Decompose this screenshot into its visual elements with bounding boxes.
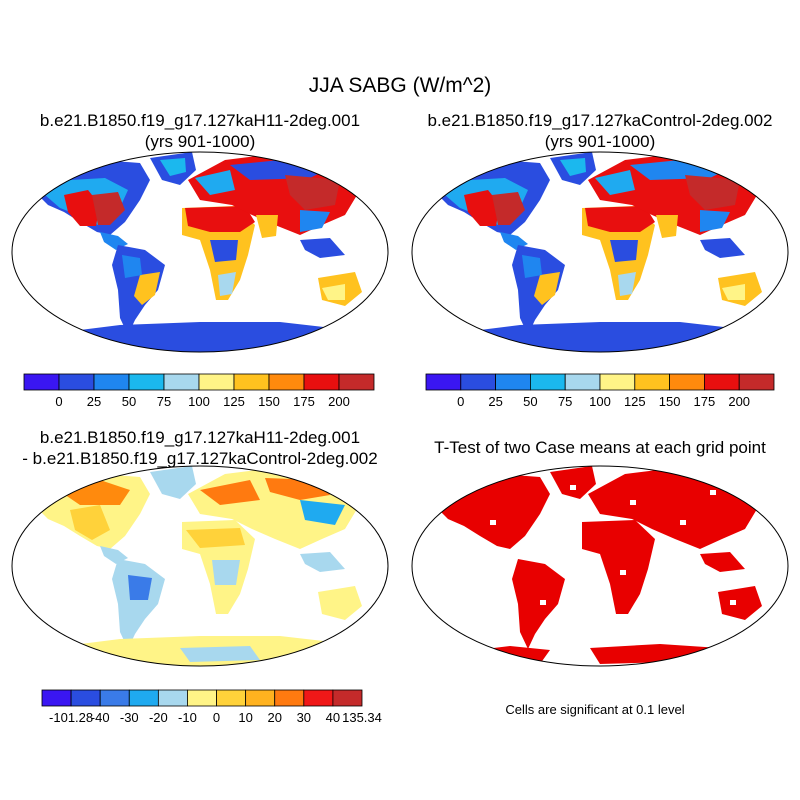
colorbar-tick-label: 150 (258, 394, 280, 409)
colorbar-tick-label: 75 (157, 394, 171, 409)
colorbar-tick-label: 100 (589, 394, 611, 409)
colorbar-swatch (187, 689, 217, 707)
panel-difference-title-line1: b.e21.B1850.f19_g17.127kaH11-2deg.001 (39, 428, 361, 447)
colorbar-tick-label: 25 (87, 394, 101, 409)
panel-control-title-line1: b.e21.B1850.f19_g17.127kaControl-2deg.00… (427, 111, 773, 130)
colorbar-swatch (163, 373, 200, 391)
colorbar-tick-label: 125 (223, 394, 245, 409)
colorbar-swatch (23, 373, 60, 391)
colorbar-tick-label: -101.28 (49, 710, 93, 725)
colorbar-swatch (128, 689, 159, 707)
colorbar-swatch (564, 373, 601, 391)
colorbar-swatch (738, 373, 775, 391)
panel-case-title-line1: b.e21.B1850.f19_g17.127kaH11-2deg.001 (39, 111, 361, 130)
panel-difference-title-line2: - b.e21.B1850.f19_g17.127kaControl-2deg.… (22, 449, 378, 468)
colorbar-swatch (332, 689, 363, 707)
significance-note: Cells are significant at 0.1 level (505, 702, 685, 717)
colorbar-control: 0 25 50 75 100 125 150 175 200 (425, 373, 775, 409)
colorbar-tick-label: -20 (149, 710, 168, 725)
colorbar-tick-label: -30 (120, 710, 139, 725)
colorbar-tick-label: 40 (326, 710, 340, 725)
colorbar-tick-label: 25 (488, 394, 502, 409)
colorbar-swatch (70, 689, 101, 707)
colorbar-tick-label: 175 (293, 394, 315, 409)
colorbar-tick-label: 50 (523, 394, 537, 409)
map-difference (11, 465, 389, 667)
colorbar-swatch (274, 689, 305, 707)
colorbar-difference: -101.28-40 -30 -20 -10 0 10 20 30 40 135.34 (41, 689, 382, 725)
colorbar-swatch (460, 373, 496, 391)
map-ttest (411, 465, 789, 667)
colorbar-swatch (216, 689, 247, 707)
colorbar-tick-label: 175 (694, 394, 716, 409)
colorbar-tick-label: 0 (213, 710, 220, 725)
region-na-west-hot (64, 190, 100, 226)
colorbar-swatch (245, 689, 276, 707)
colorbar-tick-label: 200 (328, 394, 350, 409)
panel-ttest-title: T-Test of two Case means at each grid po… (434, 438, 766, 457)
colorbar-swatch (599, 373, 636, 391)
colorbar-swatch (303, 373, 340, 391)
colorbar-tick-label: 100 (188, 394, 210, 409)
colorbar-swatch (669, 373, 705, 391)
colorbar-swatch (268, 373, 305, 391)
colorbar-case: 0 25 50 75 100 125 150 175 200 (23, 373, 375, 409)
colorbar-swatch (41, 689, 72, 707)
colorbar-swatch (128, 373, 165, 391)
colorbar-tick-label: -40 (91, 710, 110, 725)
map-control (411, 151, 789, 353)
figure-title: JJA SABG (W/m^2) (308, 74, 492, 97)
panel-case-title-line2: (yrs 901-1000) (144, 132, 256, 151)
colorbar-tick-label: 125 (624, 394, 646, 409)
colorbar-tick-label: 150 (659, 394, 681, 409)
colorbar-swatch (495, 373, 531, 391)
colorbar-tick-label: -10 (178, 710, 197, 725)
colorbar-swatch (157, 689, 188, 707)
colorbar-swatch (99, 689, 130, 707)
panel-control-title-line2: (yrs 901-1000) (544, 132, 656, 151)
colorbar-swatch (58, 373, 95, 391)
colorbar-tick-label: 20 (267, 710, 281, 725)
colorbar-tick-label: 135.34 (342, 710, 382, 725)
colorbar-swatch (198, 373, 235, 391)
colorbar-swatch (93, 373, 130, 391)
colorbar-swatch (233, 373, 270, 391)
colorbar-swatch (338, 373, 375, 391)
colorbar-swatch (425, 373, 462, 391)
colorbar-tick-label: 0 (457, 394, 464, 409)
colorbar-tick-label: 10 (238, 710, 252, 725)
colorbar-tick-label: 30 (297, 710, 311, 725)
colorbar-tick-label: 200 (728, 394, 750, 409)
colorbar-swatch (303, 689, 334, 707)
map-case (11, 151, 389, 353)
colorbar-tick-label: 50 (122, 394, 136, 409)
colorbar-tick-label: 75 (558, 394, 572, 409)
colorbar-swatch (634, 373, 670, 391)
colorbar-swatch (704, 373, 740, 391)
colorbar-tick-label: 0 (55, 394, 62, 409)
colorbar-swatch (530, 373, 566, 391)
